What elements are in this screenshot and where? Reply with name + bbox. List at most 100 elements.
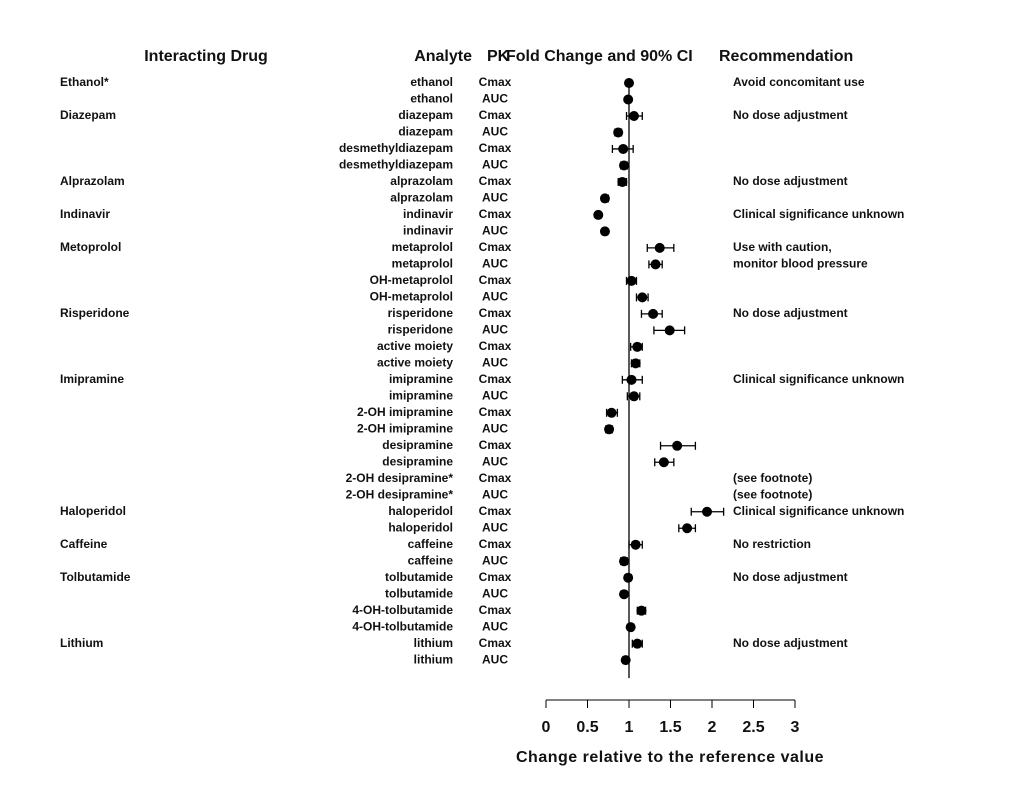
pk-label: AUC — [482, 356, 508, 370]
pk-label: AUC — [482, 421, 508, 435]
point-estimate — [604, 424, 615, 435]
analyte-label: desmethyldiazepam — [339, 141, 453, 155]
pk-label: AUC — [482, 586, 508, 600]
pk-label: AUC — [482, 520, 508, 534]
drug-label: Imipramine — [60, 372, 124, 386]
recommendation: No restriction — [733, 537, 811, 551]
point-estimate — [593, 209, 604, 220]
analyte-label: lithium — [414, 652, 453, 666]
point-estimate — [682, 523, 693, 534]
analyte-label: indinavir — [403, 224, 453, 238]
analyte-label: desipramine — [382, 454, 453, 468]
x-tick-label: 0.5 — [576, 719, 598, 736]
column-header: Recommendation — [719, 48, 853, 65]
pk-label: AUC — [482, 487, 508, 501]
x-tick-label: 3 — [791, 719, 800, 736]
analyte-label: risperidone — [388, 306, 454, 320]
pk-label: Cmax — [479, 108, 512, 122]
pk-label: Cmax — [479, 339, 512, 353]
point-estimate — [625, 622, 636, 633]
pk-label: Cmax — [479, 240, 512, 254]
drug-label: Risperidone — [60, 306, 130, 320]
recommendation: No dose adjustment — [733, 306, 848, 320]
point-estimate — [624, 78, 634, 88]
point-estimate — [628, 110, 639, 121]
analyte-label: OH-metaprolol — [370, 290, 453, 304]
x-tick-label: 0 — [542, 719, 551, 736]
analyte-label: 4-OH-tolbutamide — [352, 619, 453, 633]
pk-label: Cmax — [479, 306, 512, 320]
analyte-label: alprazolam — [390, 191, 453, 205]
pk-label: AUC — [482, 323, 508, 337]
analyte-label: haloperidol — [388, 504, 453, 518]
drug-label: Ethanol* — [60, 75, 109, 89]
drug-label: Haloperidol — [60, 504, 126, 518]
point-estimate — [623, 572, 634, 583]
analyte-label: lithium — [414, 636, 453, 650]
point-estimate — [620, 655, 631, 666]
analyte-label: tolbutamide — [385, 570, 453, 584]
analyte-label: ethanol — [410, 92, 453, 106]
pk-label: Cmax — [479, 174, 512, 188]
pk-label: Cmax — [479, 504, 512, 518]
pk-label: AUC — [482, 388, 508, 402]
drug-label: Diazepam — [60, 108, 116, 122]
point-estimate — [672, 440, 683, 451]
point-estimate — [613, 127, 624, 138]
analyte-label: active moiety — [377, 356, 453, 370]
analyte-label: 4-OH-tolbutamide — [352, 603, 453, 617]
point-estimate — [619, 160, 630, 171]
analyte-label: imipramine — [389, 372, 453, 386]
analyte-label: ethanol — [410, 75, 453, 89]
analyte-label: diazepam — [398, 108, 453, 122]
analyte-label: caffeine — [408, 537, 454, 551]
analyte-label: 2-OH imipramine — [357, 421, 453, 435]
point-estimate — [599, 226, 610, 237]
recommendation: Use with caution, — [733, 240, 832, 254]
point-estimate — [650, 259, 661, 270]
point-estimate — [632, 638, 643, 649]
pk-label: Cmax — [479, 603, 512, 617]
pk-label: AUC — [482, 619, 508, 633]
recommendation: (see footnote) — [733, 471, 812, 485]
point-estimate — [658, 457, 669, 468]
pk-label: AUC — [482, 257, 508, 271]
pk-label: Cmax — [479, 405, 512, 419]
drug-label: Lithium — [60, 636, 103, 650]
point-estimate — [637, 292, 648, 303]
pk-label: Cmax — [479, 75, 512, 89]
analyte-label: metaprolol — [392, 240, 453, 254]
analyte-label: desmethyldiazepam — [339, 158, 453, 172]
point-estimate — [617, 176, 628, 187]
pk-label: AUC — [482, 92, 508, 106]
x-tick-label: 1.5 — [659, 719, 681, 736]
analyte-label: haloperidol — [388, 520, 453, 534]
pk-label: AUC — [482, 158, 508, 172]
recommendation: No dose adjustment — [733, 108, 848, 122]
pk-label: Cmax — [479, 471, 512, 485]
analyte-label: 2-OH desipramine* — [346, 471, 454, 485]
analyte-label: desipramine — [382, 438, 453, 452]
recommendation: No dose adjustment — [733, 174, 848, 188]
pk-label: AUC — [482, 652, 508, 666]
point-estimate — [630, 358, 641, 369]
analyte-label: diazepam — [398, 125, 453, 139]
analyte-label: risperidone — [388, 323, 454, 337]
point-estimate — [619, 589, 630, 600]
analyte-label: metaprolol — [392, 257, 453, 271]
recommendation: (see footnote) — [733, 487, 812, 501]
analyte-label: imipramine — [389, 388, 453, 402]
pk-label: Cmax — [479, 141, 512, 155]
recommendation: No dose adjustment — [733, 570, 848, 584]
pk-label: AUC — [482, 224, 508, 238]
pk-label: Cmax — [479, 372, 512, 386]
pk-label: AUC — [482, 454, 508, 468]
pk-label: Cmax — [479, 438, 512, 452]
column-header: Fold Change and 90% CI — [506, 48, 693, 65]
point-estimate — [626, 275, 637, 286]
point-estimate — [664, 325, 675, 336]
point-estimate — [702, 506, 713, 517]
recommendation: No dose adjustment — [733, 636, 848, 650]
point-estimate — [606, 407, 617, 418]
